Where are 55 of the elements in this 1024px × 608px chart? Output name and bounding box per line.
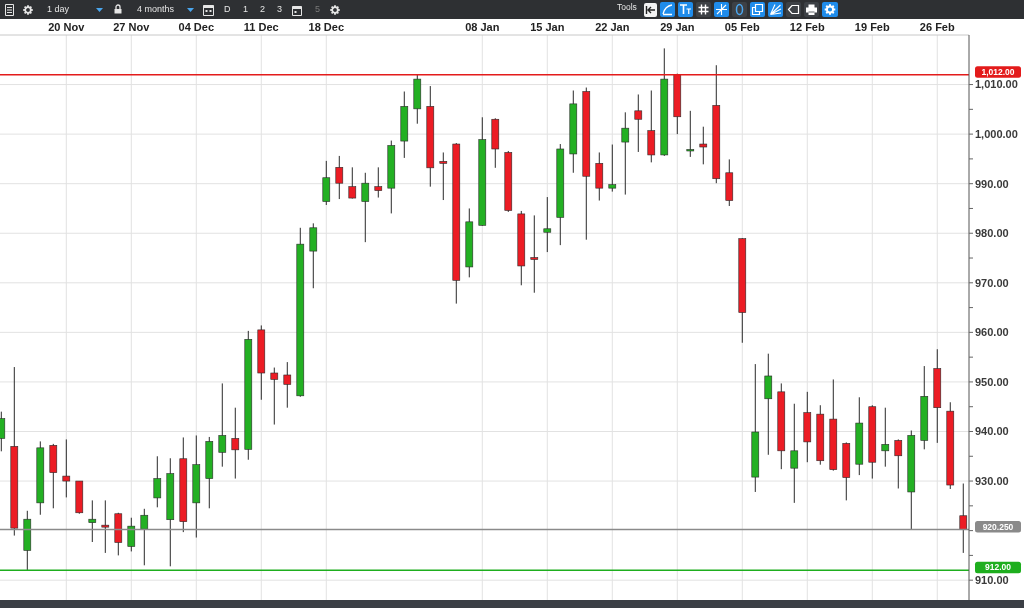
x-tick-label: 26 Feb — [919, 21, 955, 33]
candlestick — [530, 214, 539, 294]
ref-line-label: 1,012.00 — [981, 66, 1015, 77]
x-tick-label: 12 Feb — [789, 21, 825, 33]
x-tick-label: 22 Jan — [595, 21, 630, 33]
x-tick-label: 15 Jan — [530, 21, 565, 33]
x-tick-label: 29 Jan — [660, 21, 695, 33]
y-tick-label: 970.00 — [975, 276, 1009, 289]
candlestick — [699, 126, 708, 165]
candlestick — [309, 222, 318, 289]
x-tick-label: 20 Nov — [48, 21, 86, 33]
candlestick — [101, 499, 110, 554]
y-tick-label: 940.00 — [975, 425, 1009, 438]
candlestick — [270, 367, 279, 426]
candlestick — [335, 155, 344, 200]
x-tick-label: 27 Nov — [113, 21, 151, 33]
y-tick-label: 1,000.00 — [975, 127, 1018, 140]
y-tick-label: 950.00 — [975, 375, 1009, 388]
candlestick — [764, 353, 773, 456]
y-tick-label: 990.00 — [975, 177, 1009, 190]
toolbar: 1 day 4 months D 1 2 3 5 Tools — [0, 0, 1024, 19]
y-tick-label: 960.00 — [975, 326, 1009, 339]
candlestick — [127, 517, 136, 552]
candlestick — [153, 455, 162, 508]
candlestick — [686, 110, 695, 158]
y-tick-label: 980.00 — [975, 227, 1009, 240]
x-tick-label: 08 Jan — [465, 21, 500, 33]
candlestick — [374, 166, 383, 199]
x-tick-label: 18 Dec — [308, 21, 345, 33]
x-tick-label: 11 Dec — [243, 21, 279, 33]
candlestick — [283, 361, 292, 409]
candlestick — [140, 508, 149, 566]
candlestick — [231, 407, 240, 480]
candlestick — [881, 407, 890, 468]
candlestick — [790, 403, 799, 504]
ref-line-label: 920.250 — [982, 521, 1014, 532]
candlestick — [543, 196, 552, 253]
candlestick — [634, 93, 643, 153]
candlestick — [218, 382, 227, 468]
candlestick — [894, 438, 903, 489]
candlestick — [88, 499, 97, 543]
y-tick-label: 1,010.00 — [975, 78, 1018, 91]
candlestick — [439, 151, 448, 201]
candlestick — [621, 111, 630, 196]
y-tick-label: 910.00 — [975, 574, 1009, 587]
x-tick-label: 19 Feb — [854, 21, 890, 33]
candlestick — [608, 144, 617, 193]
candlestick — [348, 166, 357, 200]
ref-line-label: 912.00 — [985, 562, 1012, 573]
y-tick-label: 930.00 — [975, 474, 1009, 487]
candlestick — [361, 172, 370, 243]
x-tick-label: 04 Dec — [178, 21, 215, 33]
candlestick — [62, 438, 71, 498]
candlestick — [322, 160, 331, 206]
x-tick-label: 05 Feb — [724, 21, 760, 33]
